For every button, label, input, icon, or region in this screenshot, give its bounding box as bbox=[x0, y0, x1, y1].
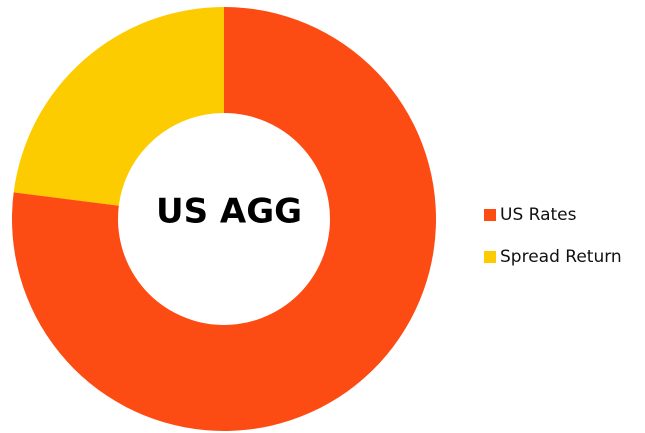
slice bbox=[11, 7, 436, 432]
legend: US Rates Spread Return bbox=[484, 205, 622, 267]
legend-swatch bbox=[484, 251, 496, 263]
slice bbox=[13, 7, 225, 206]
legend-label: Spread Return bbox=[500, 247, 622, 267]
legend-label: US Rates bbox=[500, 205, 577, 225]
legend-swatch bbox=[484, 209, 496, 221]
center-label: US AGG bbox=[156, 192, 302, 232]
